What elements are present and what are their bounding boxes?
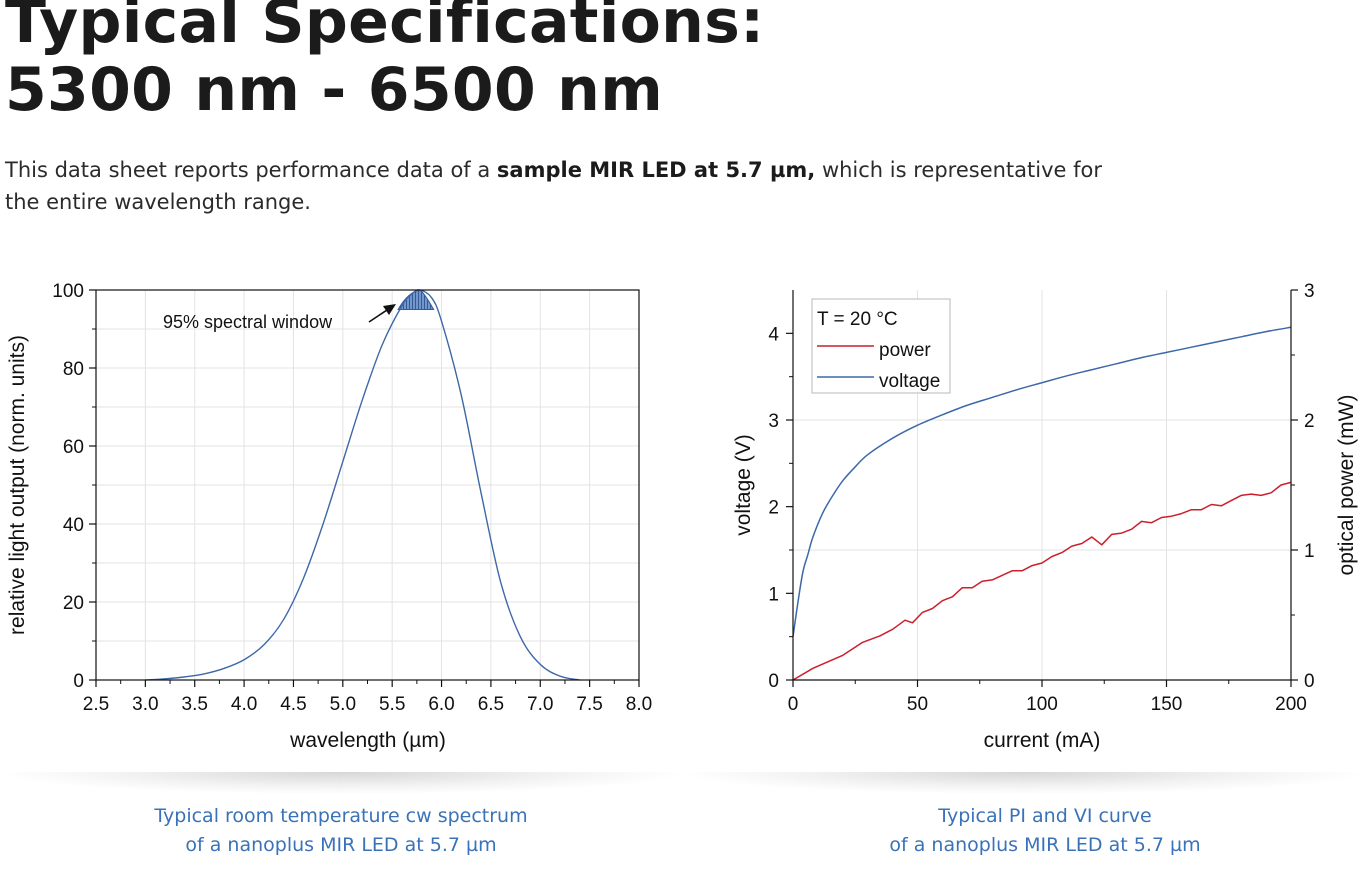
y-tick-label: 20 bbox=[63, 593, 84, 614]
annotation-arrow bbox=[368, 304, 396, 323]
voltage-line bbox=[792, 326, 1292, 637]
legend: T = 20 °C power voltage bbox=[811, 298, 951, 394]
intro-text-end: which is representative for the entire w… bbox=[5, 158, 1102, 214]
y-tick-label-left: 2 bbox=[768, 498, 779, 519]
caption-line-2: of a nanoplus MIR LED at 5.7 µm bbox=[889, 834, 1201, 856]
x-tick-label: 2.5 bbox=[83, 694, 109, 715]
spectral-window-area bbox=[397, 289, 435, 310]
y-tick-label: 100 bbox=[52, 281, 84, 302]
x-tick-label: 150 bbox=[1151, 694, 1183, 715]
caption-spectrum: Typical room temperature cw spectrum of … bbox=[0, 802, 682, 860]
y-tick-label-right: 1 bbox=[1304, 541, 1315, 562]
y-tick-label-left: 1 bbox=[768, 584, 779, 605]
y-tick-label-left: 0 bbox=[768, 671, 779, 692]
intro-paragraph: This data sheet reports performance data… bbox=[5, 154, 1105, 218]
y-tick-label-left: 4 bbox=[768, 324, 779, 345]
caption-pi-vi: Typical PI and VI curve of a nanoplus MI… bbox=[704, 802, 1364, 860]
y-axis-label: relative light output (norm. units) bbox=[6, 335, 29, 635]
x-tick-label: 50 bbox=[907, 694, 928, 715]
caption-line-2: of a nanoplus MIR LED at 5.7 µm bbox=[185, 834, 497, 856]
x-tick-label: 3.5 bbox=[182, 694, 208, 715]
spectrum-line bbox=[145, 289, 580, 681]
legend-title: T = 20 °C bbox=[817, 309, 898, 330]
spectral-window-annotation: 95% spectral window bbox=[163, 312, 333, 332]
x-tick-label: 8.0 bbox=[626, 694, 652, 715]
legend-power-label: power bbox=[879, 340, 931, 361]
x-tick-label: 200 bbox=[1275, 694, 1307, 715]
y-tick-label-right: 3 bbox=[1304, 281, 1315, 302]
x-tick-label: 6.0 bbox=[428, 694, 454, 715]
y-axis-label-right: optical power (mW) bbox=[1335, 395, 1358, 576]
y-tick-label: 0 bbox=[73, 671, 84, 692]
power-line bbox=[792, 481, 1292, 681]
spectrum-chart: 2.5 3.0 3.5 4.0 4.5 5.0 5.5 6.0 6.5 7.0 7.5 8.0 0 20 4… bbox=[6, 281, 652, 752]
x-tick-label: 7.0 bbox=[527, 694, 553, 715]
x-tick-label: 7.5 bbox=[576, 694, 602, 715]
x-tick-label: 6.5 bbox=[478, 694, 504, 715]
caption-shadow-left bbox=[1, 772, 681, 794]
y-tick-label: 80 bbox=[63, 359, 84, 380]
intro-text-bold: sample MIR LED at 5.7 µm, bbox=[496, 158, 816, 182]
y-tick-label-left: 3 bbox=[768, 411, 779, 432]
x-tick-label: 3.0 bbox=[132, 694, 158, 715]
x-axis-label: current (mA) bbox=[984, 729, 1101, 752]
y-tick-label-right: 2 bbox=[1304, 411, 1315, 432]
legend-voltage-label: voltage bbox=[879, 371, 940, 392]
page-title: Typical Specifications: 5300 nm - 6500 nm bbox=[5, 0, 764, 124]
x-tick-label: 4.5 bbox=[280, 694, 306, 715]
caption-line-1: Typical room temperature cw spectrum bbox=[154, 805, 528, 827]
caption-line-1: Typical PI and VI curve bbox=[938, 805, 1152, 827]
x-tick-label: 0 bbox=[788, 694, 799, 715]
y-tick-label: 40 bbox=[63, 515, 84, 536]
y-axis-label-left: voltage (V) bbox=[732, 434, 755, 536]
x-axis-label: wavelength (µm) bbox=[289, 729, 446, 752]
x-tick-label: 5.0 bbox=[330, 694, 356, 715]
caption-shadow-right bbox=[683, 772, 1363, 794]
title-line-2: 5300 nm - 6500 nm bbox=[5, 55, 664, 125]
x-tick-label: 100 bbox=[1026, 694, 1058, 715]
y-tick-label: 60 bbox=[63, 437, 84, 458]
x-tick-label: 4.0 bbox=[231, 694, 257, 715]
intro-text-start: This data sheet reports performance data… bbox=[5, 158, 497, 182]
x-tick-label: 5.5 bbox=[379, 694, 405, 715]
y-tick-label-right: 0 bbox=[1304, 671, 1315, 692]
title-line-1: Typical Specifications: bbox=[5, 0, 765, 57]
